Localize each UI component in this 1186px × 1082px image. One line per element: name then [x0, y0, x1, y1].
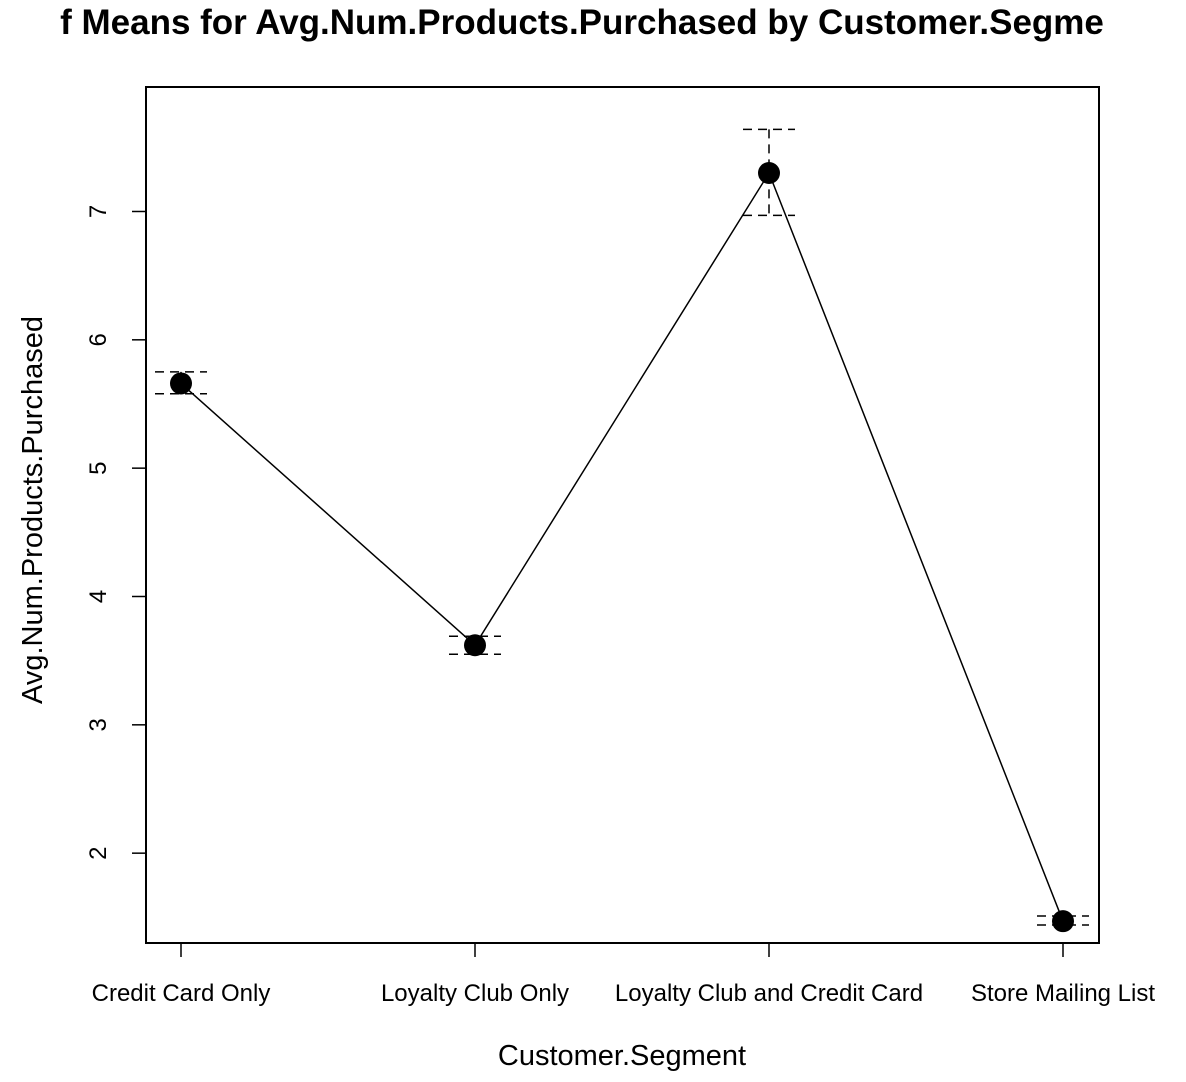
x-axis-label: Customer.Segment	[498, 1040, 746, 1072]
y-tick-label: 6	[85, 333, 112, 346]
chart-title: f Means for Avg.Num.Products.Purchased b…	[60, 3, 1104, 42]
x-axis: Credit Card Only Loyalty Club Only Loyalty…	[92, 943, 1155, 1007]
means-line	[180, 171, 1064, 922]
x-tick-label: Loyalty Club Only	[381, 980, 569, 1007]
x-tick-label: Loyalty Club and Credit Card	[615, 980, 923, 1007]
y-tick-label: 2	[85, 846, 112, 859]
plot-frame	[145, 86, 1100, 944]
error-bar	[743, 128, 795, 217]
mean-point	[464, 634, 486, 657]
x-tick-label: Store Mailing List	[971, 980, 1155, 1007]
x-tick-label: Credit Card Only	[92, 980, 271, 1007]
y-tick-label: 7	[85, 205, 112, 218]
y-tick-label: 5	[85, 461, 112, 474]
y-tick-label: 3	[85, 718, 112, 731]
mean-point	[170, 372, 192, 395]
y-axis: 2 3 4 5 6 7	[85, 205, 146, 860]
mean-point	[758, 161, 780, 184]
means-series	[155, 128, 1089, 933]
mean-point	[1052, 910, 1074, 933]
y-axis-label: Avg.Num.Products.Purchased	[17, 316, 49, 704]
y-tick-label: 4	[85, 590, 112, 603]
